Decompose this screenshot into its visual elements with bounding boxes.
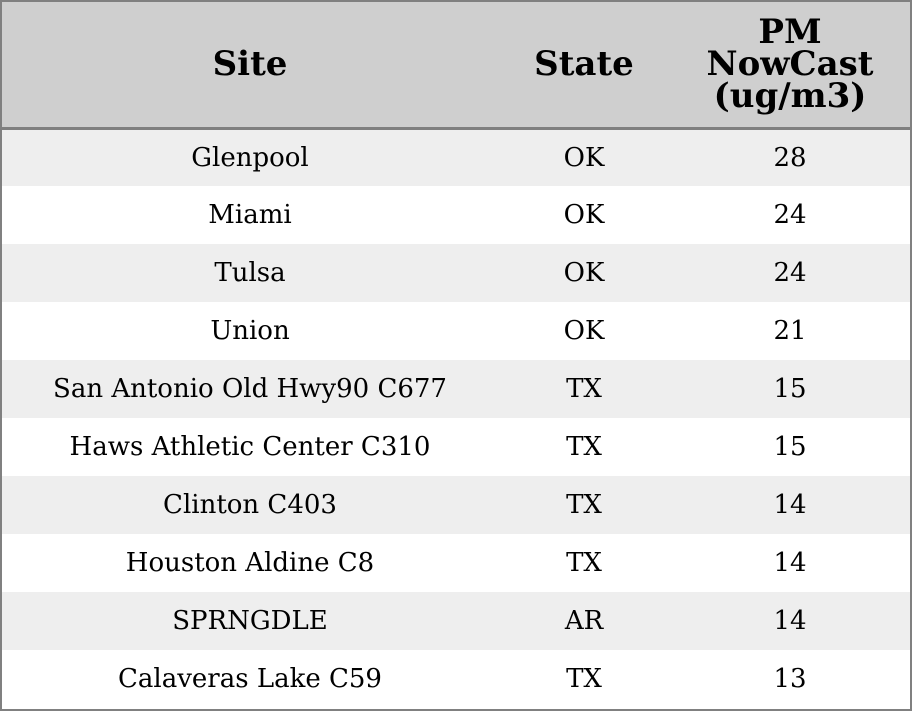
cell-site: Glenpool xyxy=(191,142,309,173)
cell-state: OK xyxy=(563,316,605,346)
cell-pm-nowcast: 21 xyxy=(773,316,807,346)
column-header-pm-line-1: PM xyxy=(758,12,822,53)
table-row: San Antonio Old Hwy90 C677 TX 15 xyxy=(2,360,910,418)
cell-state: TX xyxy=(566,374,602,404)
cell-state: TX xyxy=(566,432,602,462)
cell-site: Haws Athletic Center C310 xyxy=(69,432,431,462)
table-header: Site State PM NowCast (ug/m3) xyxy=(2,2,910,130)
table-row: Calaveras Lake C59 TX 13 xyxy=(2,650,910,708)
cell-state: TX xyxy=(566,490,602,520)
cell-site: Houston Aldine C8 xyxy=(125,548,375,578)
cell-site: Union xyxy=(210,316,290,346)
table-row: Haws Athletic Center C310 TX 15 xyxy=(2,418,910,476)
column-header-state: State xyxy=(498,2,670,130)
cell-site: Tulsa xyxy=(214,258,286,288)
cell-state: OK xyxy=(563,258,605,288)
column-header-site: Site xyxy=(2,2,498,130)
column-header-pm-line-2: NowCast xyxy=(706,44,874,85)
cell-site: Miami xyxy=(208,200,292,230)
cell-state: OK xyxy=(563,142,605,173)
table-row: Tulsa OK 24 xyxy=(2,244,910,302)
cell-pm-nowcast: 14 xyxy=(773,548,807,578)
table-row: SPRNGDLE AR 14 xyxy=(2,592,910,650)
cell-pm-nowcast: 24 xyxy=(773,200,807,230)
cell-pm-nowcast: 28 xyxy=(773,142,807,173)
table-row: Houston Aldine C8 TX 14 xyxy=(2,534,910,592)
cell-pm-nowcast: 13 xyxy=(773,664,807,694)
cell-site: Clinton C403 xyxy=(163,490,337,520)
cell-pm-nowcast: 24 xyxy=(773,258,807,288)
cell-pm-nowcast: 14 xyxy=(773,490,807,520)
cell-state: TX xyxy=(566,548,602,578)
column-header-pm-line-3: (ug/m3) xyxy=(713,76,867,117)
table-row: Glenpool OK 28 xyxy=(2,128,910,186)
table-body: Glenpool OK 28 Miami OK 24 Tulsa OK 24 U… xyxy=(2,128,910,708)
cell-site: SPRNGDLE xyxy=(172,606,328,636)
cell-state: OK xyxy=(563,200,605,230)
cell-state: AR xyxy=(564,606,604,636)
table-row: Union OK 21 xyxy=(2,302,910,360)
cell-pm-nowcast: 14 xyxy=(773,606,807,636)
column-header-pm-nowcast: PM NowCast (ug/m3) xyxy=(670,2,910,130)
cell-pm-nowcast: 15 xyxy=(773,374,807,404)
table-row: Miami OK 24 xyxy=(2,186,910,244)
table-row: Clinton C403 TX 14 xyxy=(2,476,910,534)
cell-site: Calaveras Lake C59 xyxy=(118,664,382,694)
cell-state: TX xyxy=(566,664,602,694)
cell-pm-nowcast: 15 xyxy=(773,432,807,462)
cell-site: San Antonio Old Hwy90 C677 xyxy=(53,374,447,404)
header-row: Site State PM NowCast (ug/m3) xyxy=(2,2,910,130)
